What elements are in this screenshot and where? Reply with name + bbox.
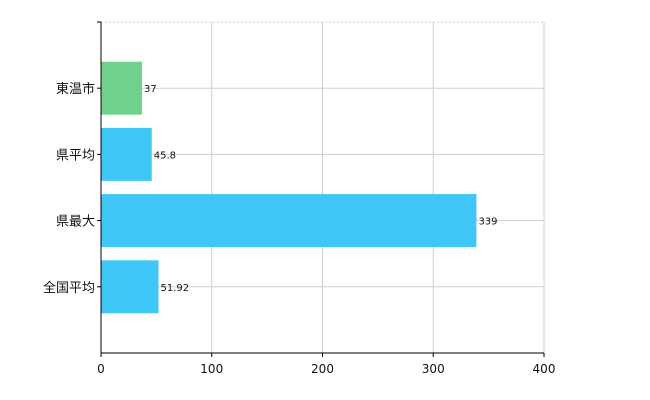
x-tick-label-3: 300 bbox=[422, 362, 445, 376]
grid-layer bbox=[101, 21, 545, 353]
x-tick-label-2: 200 bbox=[311, 362, 334, 376]
label-layer: 37 東温市 45.8 県平均 339 県最大 51.92 全国平均 0 100 200 300 400 bbox=[43, 81, 555, 376]
data-label-2: 339 bbox=[478, 217, 497, 228]
data-label-0: 37 bbox=[144, 84, 157, 95]
y-tick-label-2: 県最大 bbox=[56, 215, 95, 230]
bar-2 bbox=[101, 194, 477, 248]
y-tick-label-0: 東温市 bbox=[56, 81, 95, 97]
bar-0 bbox=[101, 61, 142, 115]
y-tick-label-3: 全国平均 bbox=[43, 280, 95, 296]
x-tick-label-4: 400 bbox=[533, 362, 556, 376]
bar-1 bbox=[101, 127, 152, 181]
axis-layer bbox=[97, 21, 545, 357]
data-label-3: 51.92 bbox=[161, 283, 190, 294]
x-tick-label-0: 0 bbox=[97, 362, 105, 376]
bar-layer bbox=[101, 61, 477, 314]
data-label-1: 45.8 bbox=[154, 150, 176, 161]
x-tick-label-1: 100 bbox=[200, 362, 223, 376]
y-tick-label-1: 県平均 bbox=[56, 148, 95, 163]
bar-3 bbox=[101, 260, 159, 314]
